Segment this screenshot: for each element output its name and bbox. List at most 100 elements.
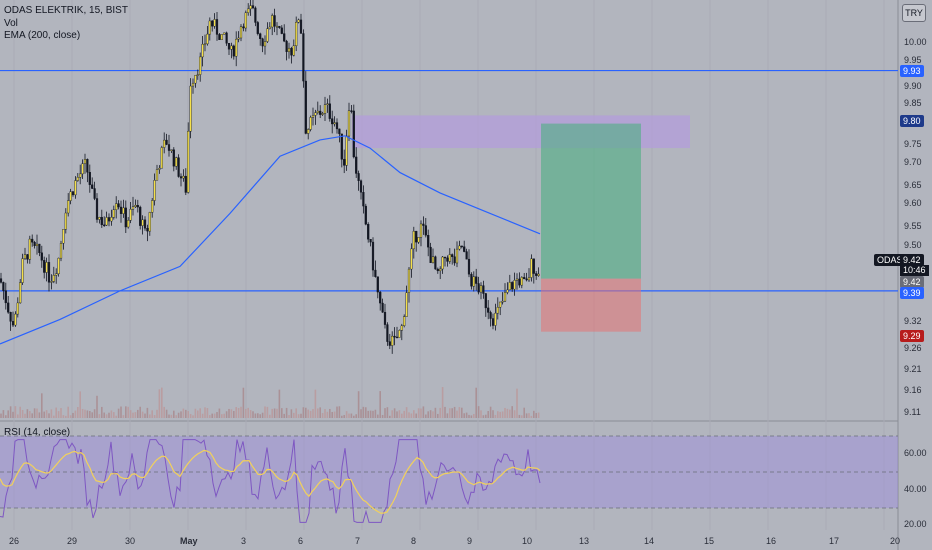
candle-body [67, 200, 70, 214]
volume-bar [470, 415, 473, 418]
volume-bar [266, 406, 269, 418]
volume-bar [230, 409, 233, 418]
candle-body [446, 257, 449, 262]
candle-body [249, 5, 252, 10]
volume-bar [497, 411, 499, 418]
volume-bar [17, 414, 19, 418]
hline-top-badge[interactable]: 9.93 [900, 65, 924, 77]
time-label: 16 [766, 536, 777, 546]
candle-body [268, 26, 271, 29]
volume-bar [110, 410, 113, 418]
symbol-tag: ODAS [874, 254, 906, 266]
volume-label[interactable]: Vol [4, 18, 18, 29]
candle-body [307, 129, 310, 134]
volume-bar [415, 413, 417, 418]
candle-body [460, 245, 463, 248]
volume-bar [146, 407, 149, 418]
candle-body [371, 241, 375, 271]
volume-bar [125, 406, 127, 418]
volume-bar [437, 413, 439, 418]
volume-bar [398, 410, 401, 418]
candle-body [62, 229, 65, 244]
candle-body [503, 292, 507, 302]
time-label: 17 [829, 536, 840, 546]
stop-badge[interactable]: 9.29 [900, 330, 924, 342]
rsi-tick: 60.00 [904, 448, 927, 458]
rsi-tick: 40.00 [904, 484, 927, 494]
time-label: May [180, 536, 198, 546]
candle-body [4, 290, 7, 304]
candle-body [211, 20, 214, 27]
last-price-badge: 9.42 [900, 254, 924, 266]
candle-body [410, 248, 413, 270]
volume-bar [501, 411, 504, 418]
volume-bar [252, 411, 254, 418]
symbol-title[interactable]: ODAS ELEKTRIK, 15, BIST [4, 5, 128, 16]
candle-body [304, 80, 307, 134]
candle-body [508, 282, 511, 291]
candle-body [206, 33, 209, 45]
candle-body [477, 283, 480, 293]
candle-body [383, 312, 387, 325]
price-tick: 9.70 [904, 157, 922, 167]
volume-bar [403, 410, 405, 418]
candle-body [86, 159, 89, 173]
currency-button[interactable]: TRY [902, 4, 926, 22]
rsi-label[interactable]: RSI (14, close) [4, 427, 71, 438]
candle-body [537, 273, 540, 276]
volume-bar [420, 408, 422, 418]
volume-bar [153, 415, 156, 418]
volume-bar [357, 391, 360, 418]
price-tick: 9.65 [904, 180, 922, 190]
candle-body [134, 205, 137, 207]
candle-body [146, 228, 149, 232]
candle-body [302, 33, 305, 82]
candle-body [489, 312, 492, 319]
volume-bar [499, 411, 501, 418]
volume-bar [185, 409, 187, 418]
volume-bar [117, 408, 120, 418]
volume-bar [14, 406, 17, 418]
price-tick: 9.21 [904, 364, 922, 374]
volume-bar [314, 389, 317, 418]
candle-body [364, 205, 367, 225]
candle-body [189, 85, 192, 132]
candle-body [407, 268, 411, 293]
candle-body [7, 302, 10, 313]
entry-badge[interactable]: 9.42 [900, 276, 924, 288]
volume-bar [53, 415, 55, 418]
volume-bar [129, 410, 132, 418]
candle-body [64, 212, 67, 230]
candle-body [513, 280, 516, 290]
price-tick: 9.90 [904, 81, 922, 91]
time-label: 7 [355, 536, 361, 546]
candle-body [523, 277, 526, 280]
price-tick: 9.32 [904, 316, 922, 326]
volume-bar [360, 409, 362, 418]
volume-bar [372, 410, 374, 418]
volume-bar [204, 407, 206, 418]
candle-body [232, 45, 235, 57]
candle-body [76, 177, 79, 181]
volume-bar [492, 410, 494, 418]
volume-bar [391, 410, 393, 418]
candle-body [158, 167, 161, 170]
candle-body [251, 5, 255, 9]
ema-label[interactable]: EMA (200, close) [4, 30, 81, 41]
volume-bar [446, 413, 449, 418]
volume-bar [367, 410, 369, 418]
volume-bar [295, 408, 297, 418]
volume-bar [317, 408, 319, 418]
target-badge[interactable]: 9.80 [900, 115, 924, 127]
volume-bar [305, 407, 307, 418]
time-label: 10 [522, 536, 533, 546]
volume-bar [199, 408, 201, 418]
volume-bar [333, 411, 336, 418]
candle-body [314, 112, 317, 116]
hline-bottom-badge[interactable]: 9.39 [900, 287, 924, 299]
volume-bar [353, 415, 355, 418]
volume-bar [343, 415, 345, 418]
volume-bar [197, 410, 199, 418]
volume-bar [211, 413, 213, 418]
